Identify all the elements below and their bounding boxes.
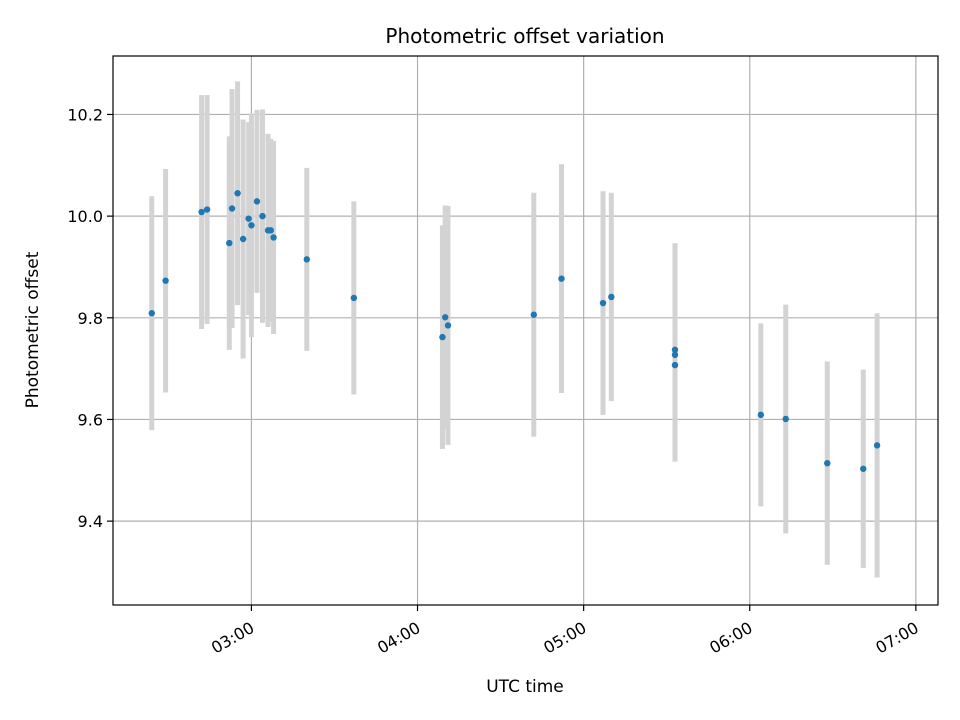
data-point: [439, 333, 446, 341]
y-axis-ticks: 9.4 9.6 9.8 10.0 10.2: [67, 105, 113, 531]
data-point: [248, 222, 255, 229]
x-tick-label: 06:00: [706, 618, 755, 658]
data-point: [530, 311, 538, 318]
y-tick-label: 10.0: [67, 207, 103, 226]
data-point: [270, 234, 277, 241]
data-point: [671, 351, 679, 359]
y-tick-label: 9.4: [78, 512, 103, 531]
x-tick-label: 05:00: [540, 618, 589, 658]
data-point: [671, 361, 679, 369]
data-point: [860, 465, 867, 472]
x-tick-label: 07:00: [872, 618, 921, 658]
x-tick-label: 04:00: [374, 618, 423, 658]
x-axis-ticks: 03:00 04:00 05:00 06:00 07:00: [208, 605, 922, 658]
data-point: [198, 208, 205, 216]
data-point: [442, 314, 449, 321]
data-point: [226, 239, 233, 247]
data-point: [558, 275, 565, 282]
data-point: [228, 205, 236, 212]
data-point: [444, 322, 452, 329]
data-point: [234, 190, 241, 197]
data-point: [267, 227, 275, 234]
data-point: [873, 442, 881, 449]
data-point: [671, 346, 679, 354]
data-point: [757, 411, 765, 419]
data-point: [303, 256, 310, 263]
chart-title: Photometric offset variation: [385, 24, 664, 48]
error-bars: [149, 81, 880, 578]
data-point: [824, 459, 831, 467]
data-point: [259, 212, 266, 220]
data-point: [253, 198, 261, 205]
y-tick-label: 9.8: [78, 309, 103, 328]
data-point: [148, 310, 155, 317]
data-point: [782, 415, 789, 423]
plot-frame: [112, 55, 939, 606]
data-point: [203, 206, 211, 213]
y-tick-label: 9.6: [78, 410, 103, 429]
y-tick-label: 10.2: [67, 105, 103, 124]
x-tick-label: 03:00: [208, 618, 257, 658]
grid-lines: [113, 56, 938, 605]
x-axis-label: UTC time: [486, 677, 564, 697]
data-point: [599, 299, 607, 307]
y-axis-label: Photometric offset: [23, 251, 43, 408]
data-point: [350, 294, 358, 302]
data-point: [608, 293, 615, 301]
data-point: [239, 235, 247, 243]
data-point: [162, 277, 169, 284]
data-point: [245, 215, 252, 222]
data-points: [148, 190, 881, 472]
